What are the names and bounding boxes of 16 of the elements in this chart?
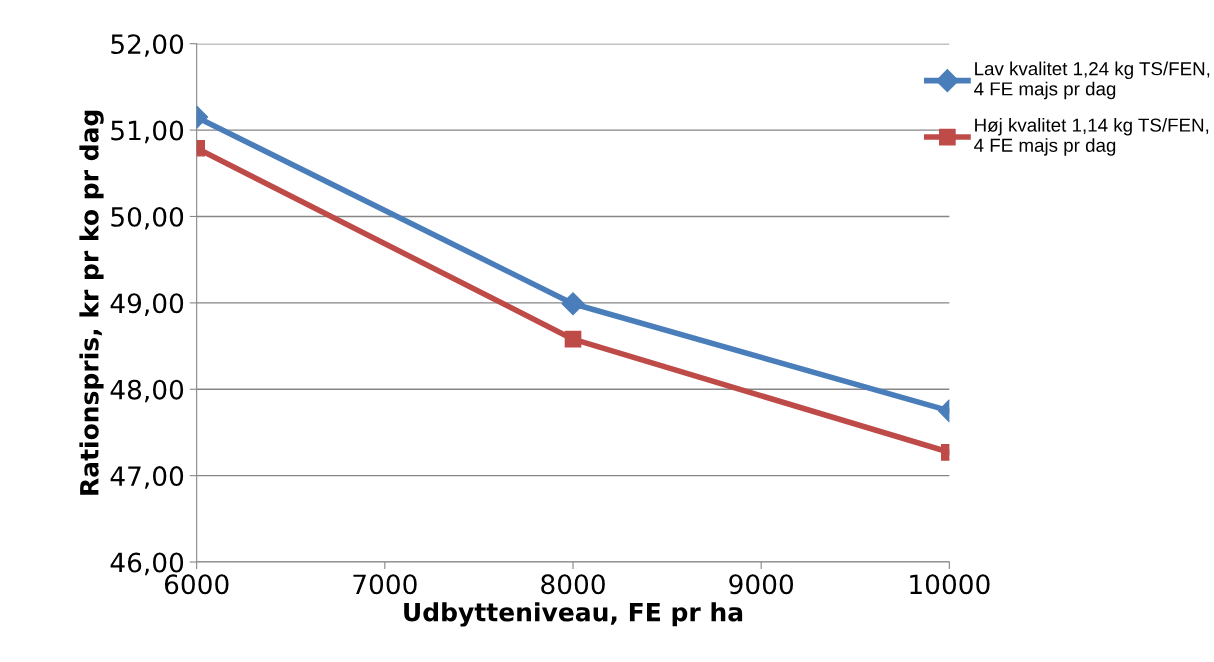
x-tick-label: 7000	[353, 574, 417, 595]
x-tick-label: 10000	[910, 574, 990, 595]
y-tick-label: 52,00	[111, 34, 184, 57]
y-tick-label: 46,00	[110, 552, 184, 576]
y-tick-label: 51,00	[111, 120, 184, 144]
legend-label: Lav kvalitet 1,24 kg TS/FEN, 4 FE majs pr dag	[974, 61, 1210, 100]
y-tick-label: 48,00	[110, 379, 184, 403]
y-tick-label: 50,00	[111, 206, 184, 230]
x-tick-label: 9000	[729, 574, 793, 595]
y-tick-label: 49,00	[110, 293, 184, 316]
legend-label: Høj kvalitet 1,14 kg TS/FEN, 4 FE majs pr dag	[974, 117, 1209, 156]
y-axis-title: Rationspris, kr pr ko pr dag	[79, 110, 104, 495]
x-axis-title: Udbytteniveau, FE pr ha	[404, 602, 743, 627]
x-tick-label: 8000	[541, 574, 605, 595]
x-tick-label: 6000	[164, 574, 229, 595]
y-tick-label: 47,00	[110, 466, 184, 489]
